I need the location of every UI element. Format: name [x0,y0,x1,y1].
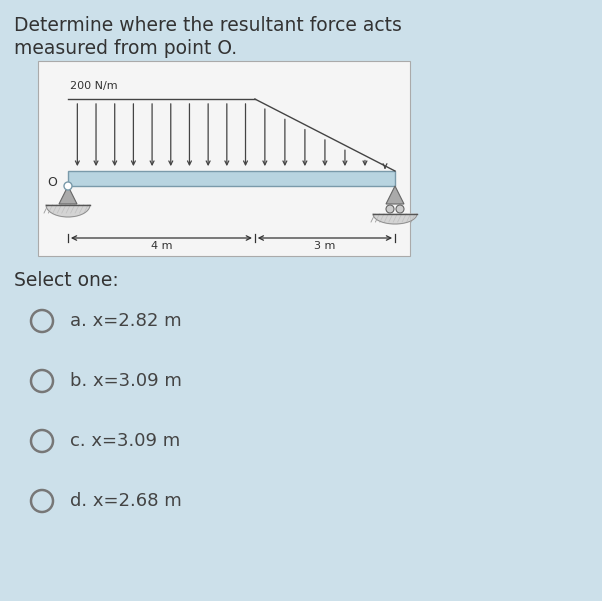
Text: Select one:: Select one: [14,271,119,290]
Text: measured from point O.: measured from point O. [14,39,237,58]
Text: 4 m: 4 m [150,241,172,251]
Text: 200 N/m: 200 N/m [70,81,117,91]
Text: c. x=3.09 m: c. x=3.09 m [70,432,180,450]
Circle shape [386,205,394,213]
Text: d. x=2.68 m: d. x=2.68 m [70,492,182,510]
Polygon shape [373,214,417,224]
Text: 3 m: 3 m [314,241,336,251]
Text: a. x=2.82 m: a. x=2.82 m [70,312,182,330]
Circle shape [396,205,404,213]
Text: Determine where the resultant force acts: Determine where the resultant force acts [14,16,402,35]
FancyBboxPatch shape [38,61,410,256]
Text: O: O [47,177,57,189]
Text: b. x=3.09 m: b. x=3.09 m [70,372,182,390]
Polygon shape [46,205,90,217]
FancyBboxPatch shape [68,171,395,186]
Circle shape [64,182,72,190]
Polygon shape [59,186,77,204]
Polygon shape [386,186,404,204]
